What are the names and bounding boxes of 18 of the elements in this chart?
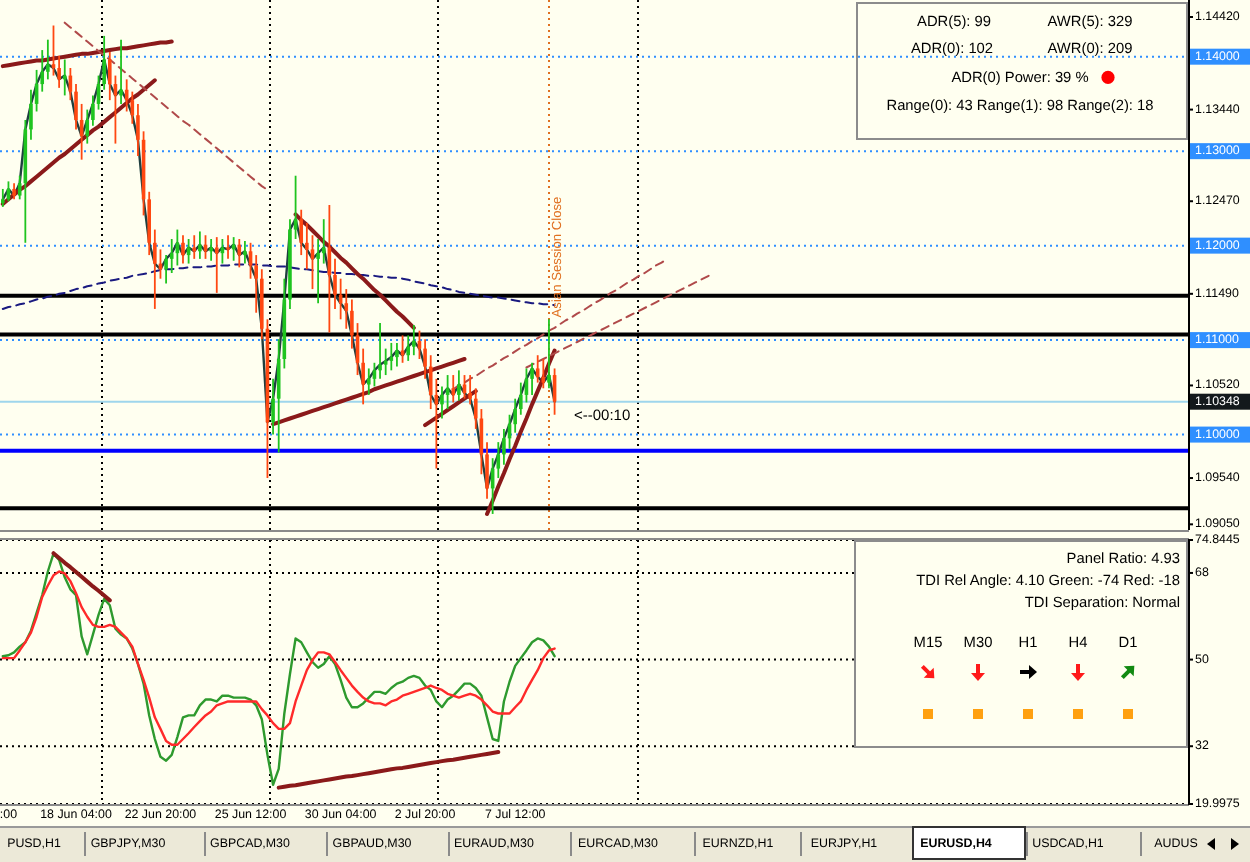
candlestick	[451, 374, 456, 404]
candlestick	[237, 238, 242, 269]
candlestick	[412, 324, 416, 357]
candlestick	[214, 236, 219, 294]
candlestick	[457, 369, 461, 402]
line-series	[1, 552, 556, 786]
candlestick	[181, 234, 185, 265]
candlestick	[395, 342, 399, 368]
candlestick	[366, 367, 371, 396]
candlestick	[378, 322, 382, 380]
candlestick	[119, 38, 123, 105]
candlestick	[530, 361, 534, 396]
candlestick	[226, 234, 230, 260]
candlestick	[198, 230, 202, 260]
candlestick	[541, 358, 546, 390]
candlestick	[243, 240, 247, 265]
candlestick	[547, 318, 551, 390]
line-series	[1, 570, 556, 746]
